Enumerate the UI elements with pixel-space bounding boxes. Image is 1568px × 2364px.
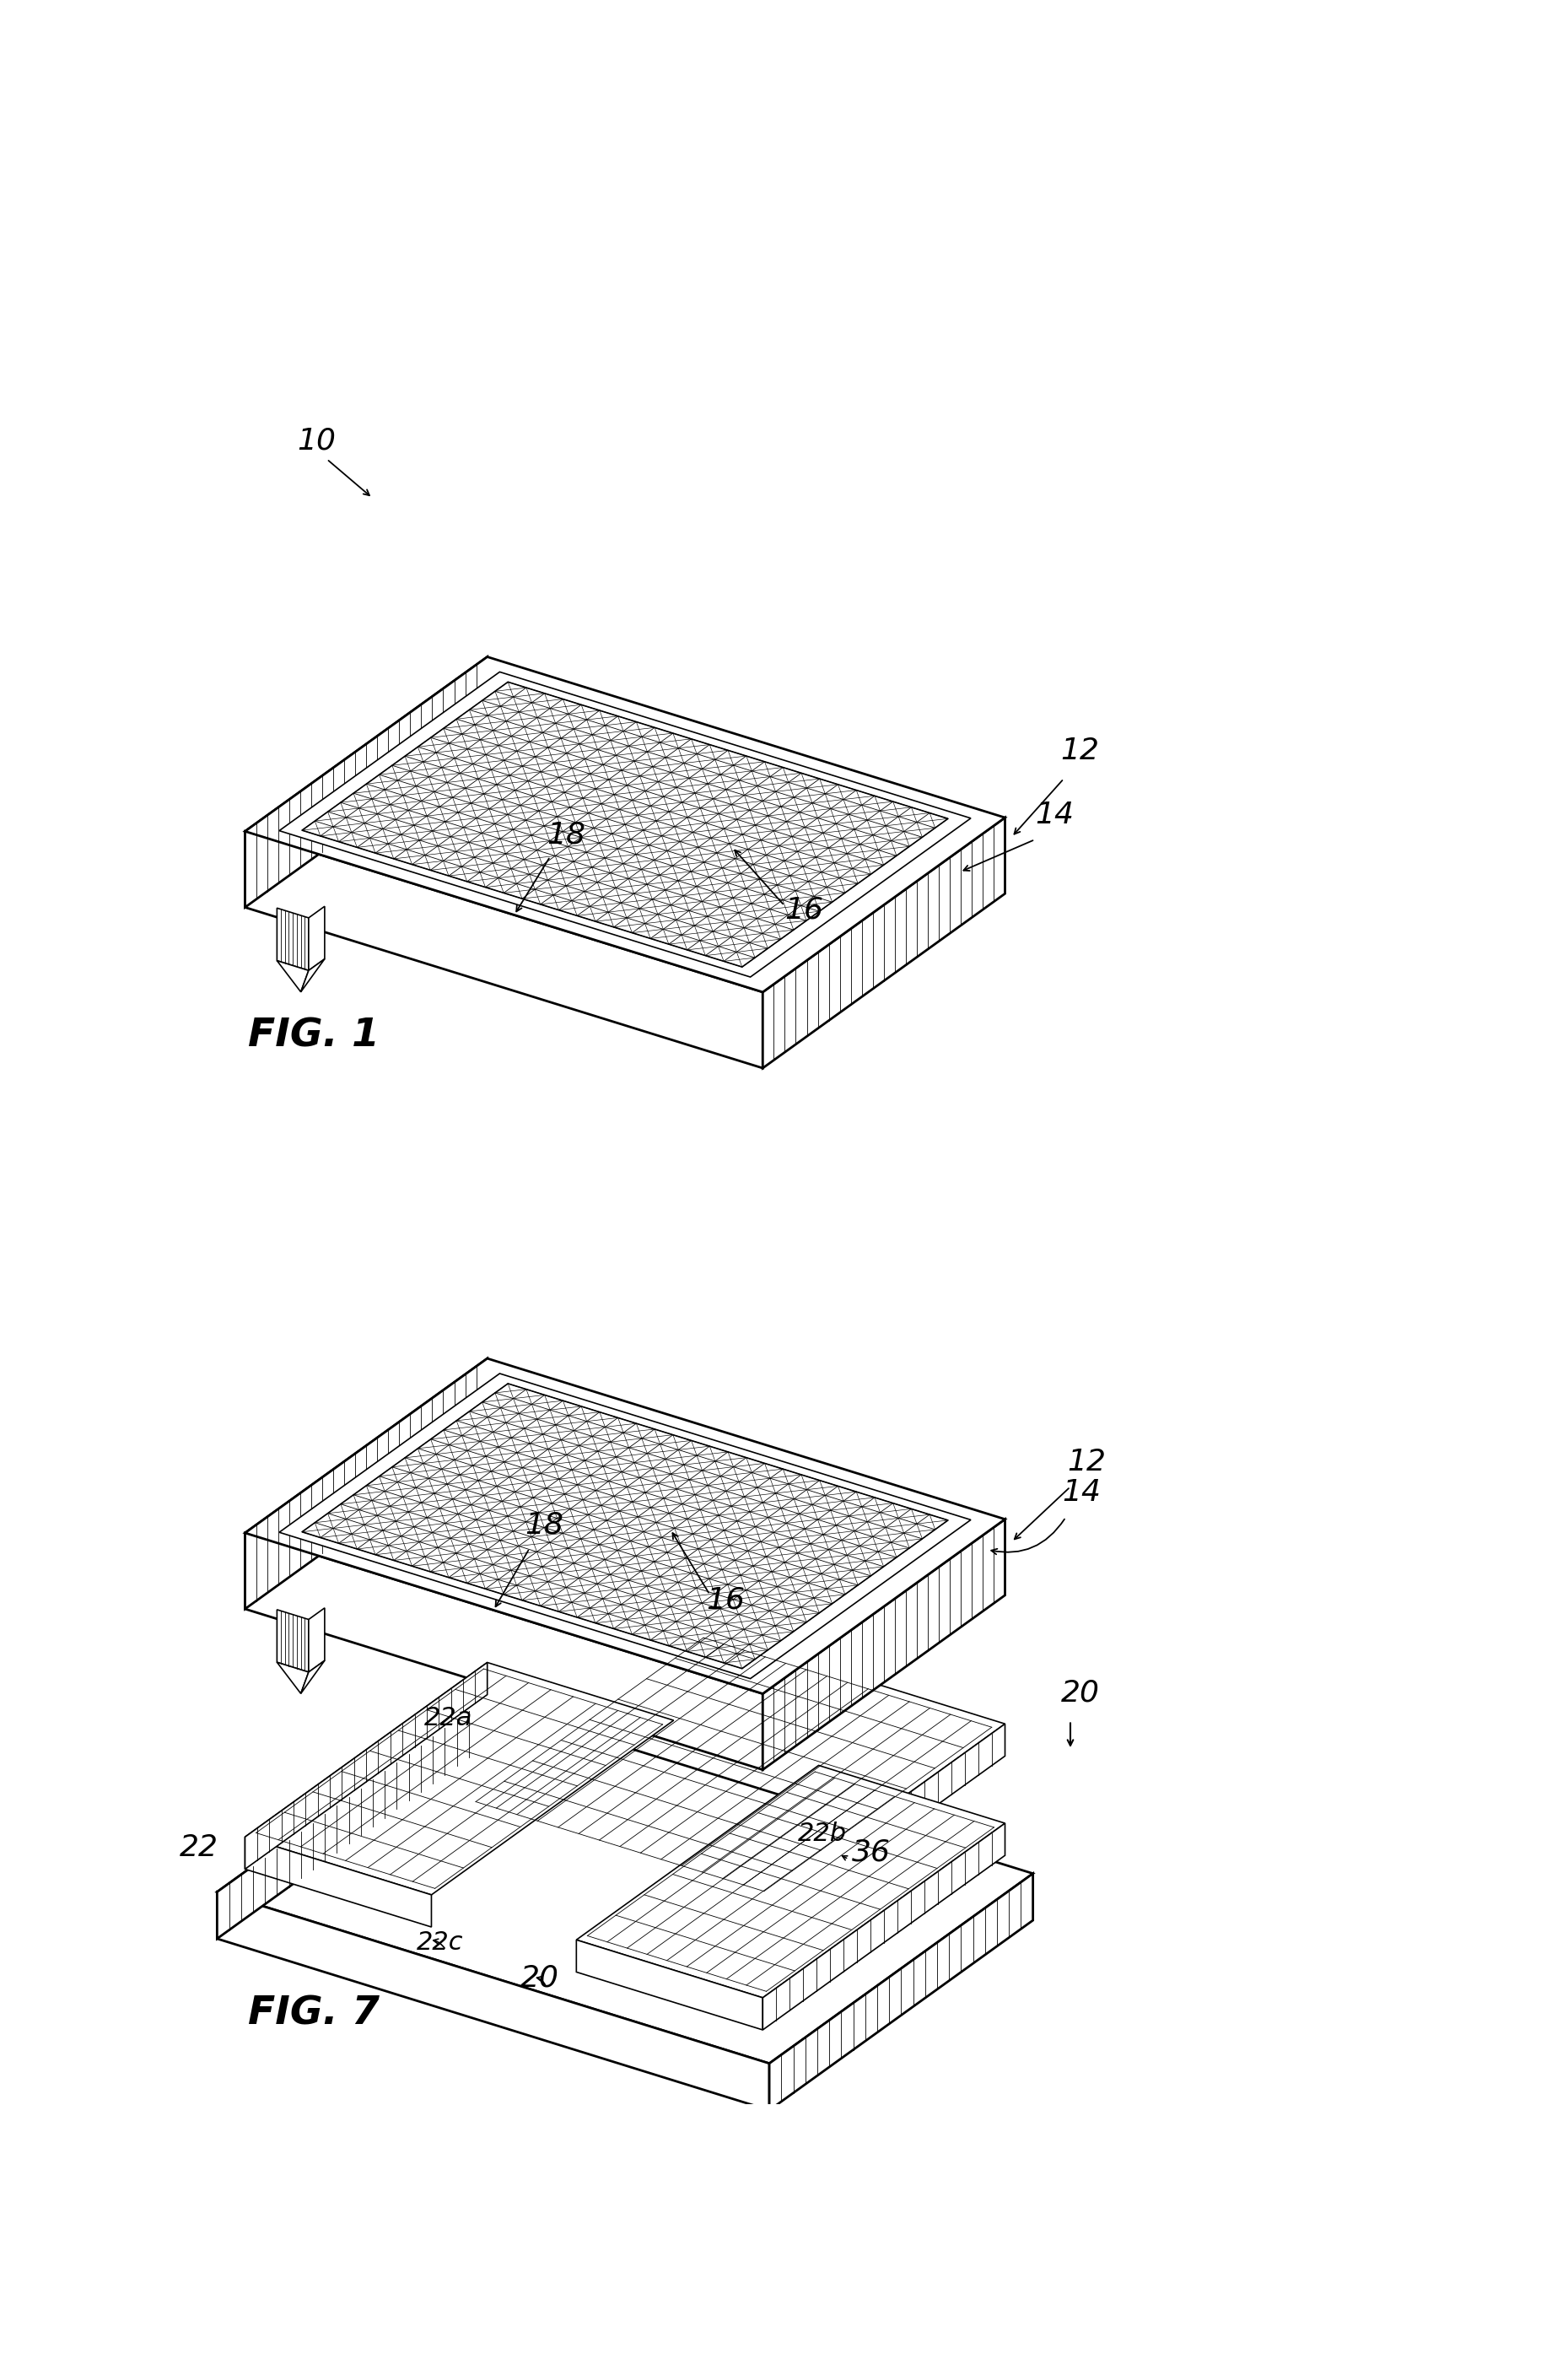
- Polygon shape: [279, 1373, 971, 1678]
- Polygon shape: [301, 960, 325, 993]
- Text: 12: 12: [1068, 1447, 1105, 1478]
- Text: 22b: 22b: [798, 1823, 847, 1846]
- Polygon shape: [245, 1662, 674, 1896]
- Polygon shape: [278, 960, 309, 993]
- Polygon shape: [303, 1383, 949, 1669]
- Polygon shape: [279, 671, 971, 976]
- Polygon shape: [278, 1610, 309, 1671]
- Polygon shape: [303, 681, 949, 967]
- Polygon shape: [762, 1823, 1005, 2031]
- Text: 18: 18: [547, 820, 586, 849]
- Text: 10: 10: [298, 426, 336, 456]
- Text: FIG. 1: FIG. 1: [248, 1017, 379, 1054]
- Polygon shape: [245, 1359, 1005, 1693]
- Polygon shape: [245, 832, 762, 1069]
- Text: 20: 20: [1060, 1678, 1099, 1707]
- Polygon shape: [245, 1532, 762, 1771]
- Text: 14: 14: [1035, 801, 1074, 830]
- Text: 22c: 22c: [417, 1931, 463, 1955]
- Polygon shape: [463, 1631, 1005, 1898]
- Text: 22: 22: [180, 1834, 218, 1863]
- Text: 12: 12: [1060, 735, 1099, 766]
- Polygon shape: [245, 657, 488, 908]
- Polygon shape: [301, 1660, 325, 1693]
- Polygon shape: [309, 905, 325, 972]
- Polygon shape: [245, 1837, 431, 1927]
- Text: 18: 18: [525, 1511, 564, 1539]
- Text: 20: 20: [521, 1964, 558, 1993]
- Polygon shape: [245, 657, 1005, 993]
- Polygon shape: [309, 1608, 325, 1671]
- Polygon shape: [577, 1766, 1005, 1998]
- Text: 14: 14: [1063, 1478, 1101, 1506]
- Text: FIG. 7: FIG. 7: [248, 1995, 379, 2033]
- Polygon shape: [278, 908, 309, 972]
- Polygon shape: [577, 1941, 762, 2031]
- Text: 16: 16: [784, 896, 823, 924]
- Text: 16: 16: [707, 1586, 745, 1615]
- Polygon shape: [278, 1662, 309, 1693]
- Polygon shape: [762, 1723, 1005, 1931]
- Polygon shape: [245, 1359, 488, 1610]
- Polygon shape: [216, 1891, 770, 2111]
- Text: 36: 36: [851, 1837, 891, 1868]
- Polygon shape: [216, 1702, 481, 1938]
- Text: 22a: 22a: [423, 1704, 472, 1730]
- Polygon shape: [770, 1875, 1033, 2111]
- Polygon shape: [762, 818, 1005, 1069]
- Polygon shape: [463, 1806, 762, 1931]
- Polygon shape: [762, 1520, 1005, 1771]
- Polygon shape: [245, 1662, 488, 1870]
- Polygon shape: [216, 1702, 1033, 2064]
